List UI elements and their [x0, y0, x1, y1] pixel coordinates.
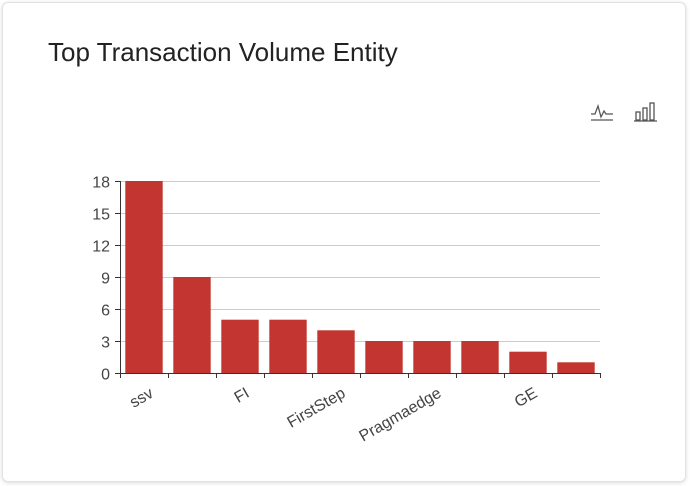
line-chart-icon — [591, 103, 613, 121]
y-tick-label: 0 — [101, 367, 110, 384]
bar[interactable] — [509, 351, 547, 373]
bar-chart-toggle-button[interactable] — [633, 99, 659, 125]
x-tick-label: FI — [232, 385, 253, 407]
y-tick-label: 12 — [92, 239, 110, 256]
bar[interactable] — [173, 277, 211, 373]
bar[interactable] — [317, 330, 355, 373]
chart-card: Top Transaction Volume Entity — [2, 2, 686, 482]
y-tick-label: 3 — [101, 335, 110, 352]
line-chart-toggle-button[interactable] — [589, 99, 615, 125]
y-tick-label: 6 — [101, 303, 110, 320]
x-tick-label: ssv — [127, 385, 156, 412]
bar[interactable] — [557, 362, 595, 373]
bar-series — [125, 181, 595, 373]
x-tick-label: GE — [512, 385, 541, 411]
bar[interactable] — [221, 319, 259, 373]
card-title: Top Transaction Volume Entity — [48, 37, 398, 67]
y-tick-label: 15 — [92, 207, 110, 224]
bar[interactable] — [269, 319, 307, 373]
bar[interactable] — [125, 181, 163, 373]
x-tick-label: FirstStep — [284, 385, 348, 432]
bar-chart-icon — [634, 102, 657, 122]
y-tick-label: 9 — [101, 271, 110, 288]
bar[interactable] — [413, 341, 451, 373]
bar[interactable] — [461, 341, 499, 373]
chart-toolbox — [589, 99, 659, 125]
x-tick-label: Pragmaedge — [357, 385, 445, 446]
bar[interactable] — [365, 341, 403, 373]
y-tick-label: 18 — [92, 175, 110, 192]
